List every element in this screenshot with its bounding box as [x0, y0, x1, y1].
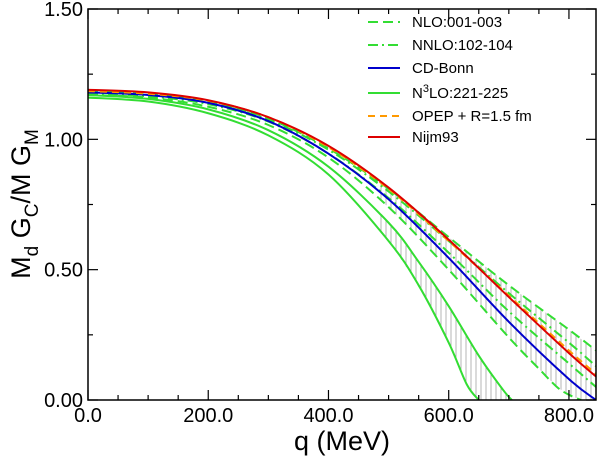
- y-axis-title-mid1: G: [6, 217, 36, 246]
- series-line-n3lo_lower: [88, 96, 480, 400]
- series-line-nnlo_upper: [88, 91, 596, 367]
- series-lines: [88, 88, 596, 400]
- hatched-band-1: [376, 211, 512, 400]
- series-line-cdbonn: [88, 91, 596, 400]
- axis-ticks: [87, 8, 596, 401]
- legend-label-nlo: NLO:001-003: [412, 14, 502, 31]
- x-tick-label: 600.0: [424, 405, 474, 427]
- legend-label-opep: OPEP + R=1.5 fm: [412, 108, 532, 125]
- x-tick-label: 200.0: [183, 405, 233, 427]
- legend: NLO:001-003 NNLO:102-104 CD-Bonn N3LO:22…: [368, 14, 532, 146]
- y-tick-label: 0.00: [44, 390, 83, 412]
- y-axis-title: Md GC/M GM: [6, 129, 43, 279]
- legend-label-nijm: Nijm93: [412, 129, 459, 146]
- y-tick-label: 0.50: [44, 260, 83, 282]
- series-line-nijm: [88, 88, 596, 378]
- legend-label-n3lo-main: N: [412, 85, 423, 102]
- y-tick-label: 1.50: [44, 0, 83, 21]
- x-tick-labels: 0.0 200.0 400.0 600.0 800.0: [74, 405, 594, 427]
- y-axis-title-sub-d: d: [22, 246, 43, 257]
- y-axis-title-main: M: [6, 256, 36, 279]
- series-line-nlo_lower: [88, 94, 582, 400]
- x-axis-title: q (MeV): [294, 426, 390, 456]
- series-line-n3lo_upper: [88, 94, 513, 400]
- y-tick-labels: 0.00 0.50 1.00 1.50: [44, 0, 83, 412]
- y-tick-label: 1.00: [44, 129, 83, 151]
- x-tick-label: 800.0: [544, 405, 594, 427]
- y-axis-title-mid2: /M G: [6, 145, 36, 204]
- x-tick-label: 0.0: [74, 405, 102, 427]
- y-axis-title-sub-c: C: [22, 204, 43, 218]
- legend-label-nnlo: NNLO:102-104: [412, 37, 513, 54]
- legend-label-n3lo: N3LO:221-225: [412, 83, 508, 102]
- legend-label-n3lo-sup: 3: [423, 83, 429, 95]
- y-axis-title-sub-m: M: [22, 129, 43, 145]
- legend-label-n3lo-rest: LO:221-225: [429, 85, 508, 102]
- legend-label-cdbonn: CD-Bonn: [412, 60, 474, 77]
- x-tick-label: 400.0: [303, 405, 353, 427]
